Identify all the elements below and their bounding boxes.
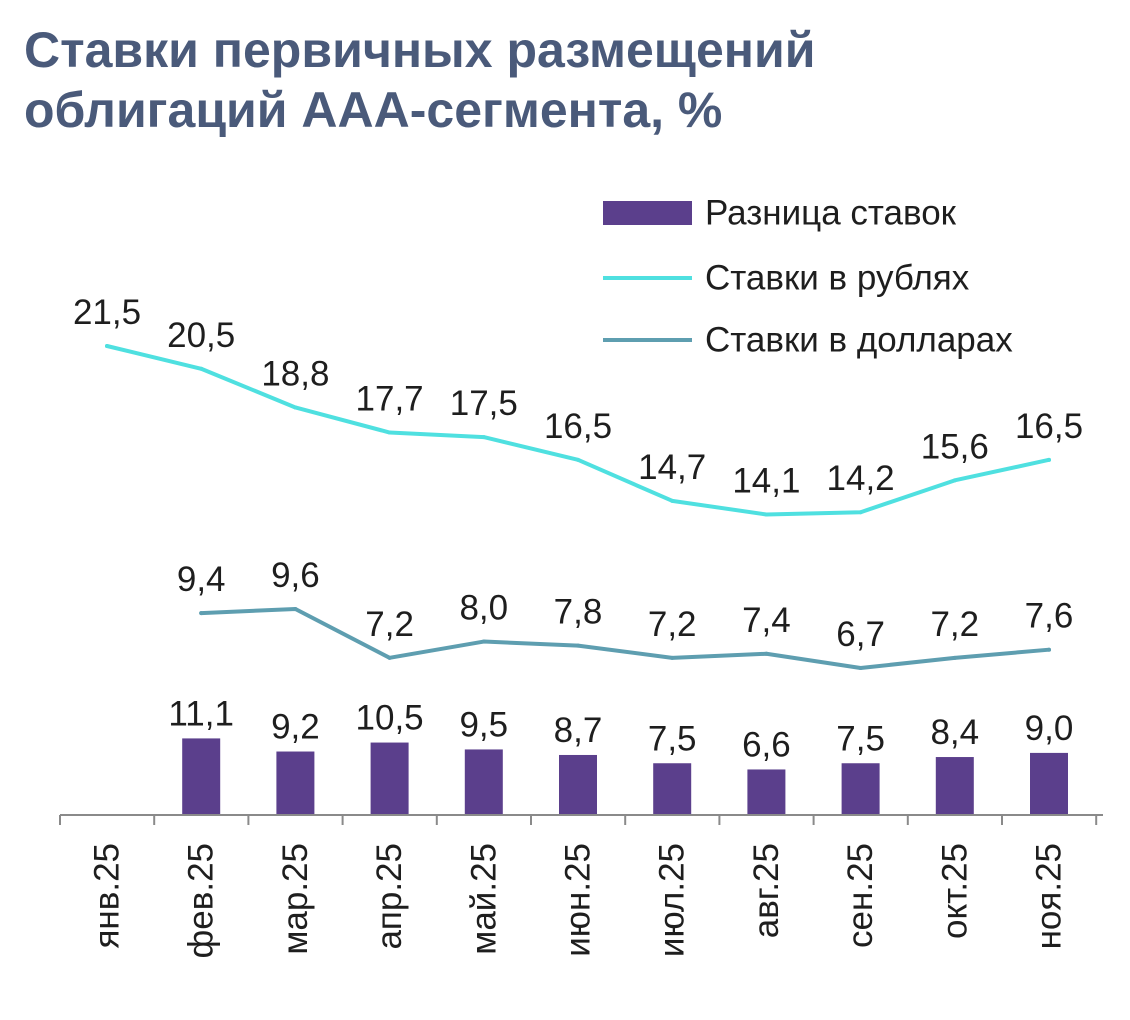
- usd-point-ноя.25: [1047, 647, 1051, 652]
- chart-title: Ставки первичных размещений облигаций АА…: [24, 20, 1104, 140]
- bar-label-мар.25: 9,2: [271, 708, 320, 747]
- rub-label-фев.25: 20,5: [167, 316, 235, 355]
- usd-label-июн.25: 7,8: [554, 593, 603, 632]
- usd-point-апр.25: [387, 655, 392, 660]
- bar-label-фев.25: 11,1: [168, 694, 234, 733]
- rub-point-сен.25: [858, 510, 863, 515]
- usd-label-авг.25: 7,4: [742, 601, 791, 640]
- bar-label-сен.25: 7,5: [836, 719, 885, 758]
- title-line-1: Ставки первичных размещений: [24, 22, 816, 78]
- usd-point-сен.25: [858, 666, 863, 670]
- data-labels: 11,1 9,2 10,5 9,5 8,7 7,5 6,6 7,5 8,4 9,0 21,5 20,5…: [73, 293, 1083, 764]
- bar-апр.25: [370, 742, 409, 815]
- bar-label-июл.25: 7,5: [648, 719, 697, 758]
- x-tick-label-июн.25: июн.25: [559, 843, 598, 957]
- usd-label-апр.25: 7,2: [365, 605, 414, 644]
- bar-label-ноя.25: 9,0: [1025, 709, 1074, 748]
- bar-label-июн.25: 8,7: [554, 711, 603, 750]
- legend-swatch-bar: [603, 201, 692, 225]
- bar-мар.25: [276, 751, 315, 815]
- usd-point-июл.25: [670, 655, 675, 660]
- bar-label-май.25: 9,5: [459, 705, 508, 744]
- x-tick-label-янв.25: янв.25: [88, 843, 127, 949]
- rub-point-фев.25: [199, 366, 204, 371]
- rub-point-ноя.25: [1047, 457, 1051, 462]
- usd-label-ноя.25: 7,6: [1025, 597, 1074, 636]
- rub-label-ноя.25: 16,5: [1015, 407, 1083, 446]
- rub-label-мар.25: 18,8: [261, 354, 329, 393]
- bar-сен.25: [841, 763, 880, 815]
- rub-point-апр.25: [387, 430, 392, 435]
- x-tick-label-ноя.25: ноя.25: [1030, 843, 1069, 949]
- rub-point-мар.25: [293, 405, 298, 410]
- usd-label-сен.25: 6,7: [836, 615, 885, 654]
- rub-point-июн.25: [576, 457, 580, 462]
- lines: [105, 344, 1051, 670]
- usd-point-июн.25: [576, 643, 580, 648]
- legend-label-usd: Ставки в долларах: [705, 321, 1013, 360]
- bar-авг.25: [747, 769, 786, 815]
- rub-label-июн.25: 16,5: [544, 407, 612, 446]
- bar-окт.25: [935, 757, 974, 815]
- rub-label-янв.25: 21,5: [73, 293, 141, 332]
- usd-label-май.25: 8,0: [459, 589, 508, 628]
- usd-point-окт.25: [952, 655, 957, 660]
- usd-label-мар.25: 9,6: [271, 556, 320, 595]
- rub-point-май.25: [481, 435, 486, 440]
- legend-label-rub: Ставки в рублях: [705, 259, 970, 298]
- bar-фев.25: [182, 738, 221, 815]
- bar-label-апр.25: 10,5: [356, 699, 424, 738]
- bar-май.25: [464, 749, 503, 815]
- x-tick-label-фев.25: фев.25: [182, 843, 221, 959]
- rub-label-апр.25: 17,7: [356, 380, 424, 419]
- x-tick-label-авг.25: авг.25: [747, 843, 786, 938]
- bar-июн.25: [559, 754, 597, 815]
- usd-point-авг.25: [764, 651, 769, 656]
- rub-label-июл.25: 14,7: [638, 448, 706, 487]
- usd-label-фев.25: 9,4: [177, 560, 226, 599]
- usd-point-май.25: [481, 639, 486, 644]
- rub-point-июл.25: [670, 498, 675, 503]
- x-tick-label-мар.25: мар.25: [276, 843, 315, 955]
- bars: [182, 738, 1068, 815]
- title-line-2: облигаций ААА-сегмента, %: [24, 82, 723, 138]
- usd-line: [199, 607, 1051, 670]
- rub-point-янв.25: [105, 344, 109, 348]
- x-tick-label-окт.25: окт.25: [935, 843, 974, 939]
- legend-label-bar: Разница ставок: [705, 194, 957, 233]
- rub-point-авг.25: [764, 512, 769, 517]
- rub-label-май.25: 17,5: [450, 384, 518, 423]
- legend: Разница ставок Ставки в рублях Ставки в до…: [603, 194, 1013, 360]
- rub-label-авг.25: 14,1: [732, 461, 800, 500]
- x-axis: янв.25 фев.25 мар.25 апр.25 май.25 июн.25 июл.…: [59, 814, 1103, 959]
- bar-июл.25: [653, 763, 692, 815]
- x-tick-label-сен.25: сен.25: [841, 843, 880, 948]
- bar-label-окт.25: 8,4: [930, 713, 979, 752]
- rub-label-окт.25: 15,6: [921, 427, 989, 466]
- bar-label-авг.25: 6,6: [742, 725, 791, 764]
- rub-point-окт.25: [952, 478, 957, 483]
- x-tick-label-май.25: май.25: [464, 843, 503, 955]
- bar-ноя.25: [1030, 752, 1068, 815]
- usd-label-окт.25: 7,2: [930, 605, 979, 644]
- x-tick-label-июл.25: июл.25: [653, 843, 692, 957]
- rub-label-сен.25: 14,2: [827, 459, 895, 498]
- usd-label-июл.25: 7,2: [648, 605, 697, 644]
- usd-point-мар.25: [293, 607, 298, 612]
- usd-point-фев.25: [199, 611, 204, 616]
- x-tick-label-апр.25: апр.25: [370, 843, 409, 950]
